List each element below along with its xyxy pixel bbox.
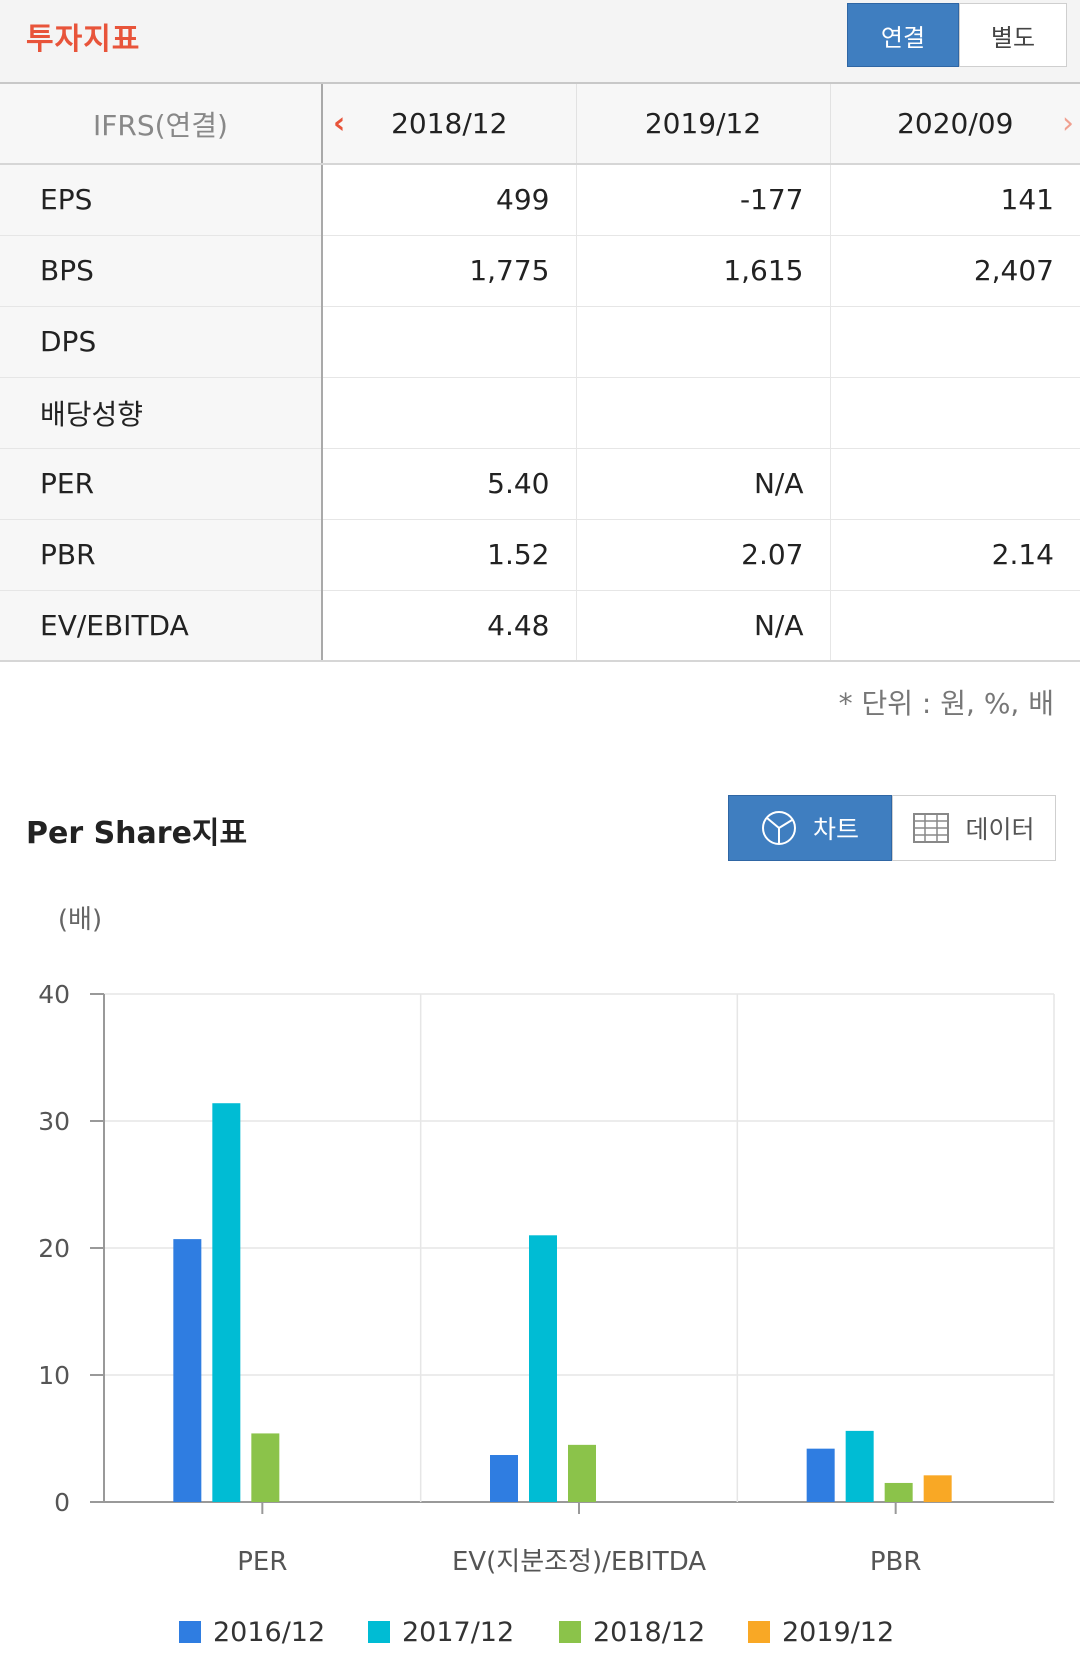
table-cell <box>321 306 576 378</box>
legend-label: 2016/12 <box>213 1616 326 1648</box>
bar-2016-12-0 <box>173 1239 202 1502</box>
legend-item[interactable]: 2018/12 <box>559 1612 705 1652</box>
period-header: ‹ 2018/12 <box>321 84 576 165</box>
table-cell: 1,615 <box>575 235 830 307</box>
bar-2018-12-2 <box>884 1482 913 1502</box>
table-row: 배당성향 <box>0 377 1080 449</box>
table-cell <box>829 448 1080 520</box>
row-label: PBR <box>0 519 323 591</box>
bar-2019-12-2 <box>923 1475 952 1502</box>
legend-label: 2017/12 <box>402 1616 515 1648</box>
table-cell <box>575 306 830 378</box>
chevron-right-icon[interactable]: › <box>1062 106 1074 141</box>
y-tick-label: 30 <box>38 1107 70 1136</box>
period-label: 2020/09 <box>897 107 1014 140</box>
row-label: DPS <box>0 306 323 378</box>
bar-2017-12-2 <box>845 1430 874 1502</box>
per-share-bar-chart: (배) 0 10 20 30 40 PER EV(지분조정)/EBITDA PBR <box>38 905 1055 1577</box>
header-bar: 투자지표 연결 별도 <box>0 0 1080 84</box>
bar-2018-12-1 <box>568 1444 596 1502</box>
consolidated-toggle-button[interactable]: 연결 <box>847 3 959 67</box>
legend-label: 2019/12 <box>782 1616 895 1648</box>
table-row: BPS 1,775 1,615 2,407 <box>0 235 1080 307</box>
x-tick-label: PER <box>237 1547 287 1577</box>
unit-note: * 단위 : 원, %, 배 <box>838 687 1054 720</box>
table-cell: N/A <box>575 590 830 662</box>
table-cell: 499 <box>321 164 576 236</box>
table-cell-negative: -177 <box>575 164 830 236</box>
bar-2016-12-2 <box>806 1448 835 1502</box>
legend-item[interactable]: 2017/12 <box>368 1612 514 1652</box>
investment-metrics-table: IFRS(연결) ‹ 2018/12 2019/12 2020/09 › EPS… <box>0 84 1080 662</box>
separate-toggle-button[interactable]: 별도 <box>959 3 1067 67</box>
table-cell: 4.48 <box>321 590 576 662</box>
row-label: EPS <box>0 164 323 236</box>
period-header: 2020/09 › <box>829 84 1080 165</box>
x-tick-label: PBR <box>870 1547 922 1577</box>
table-cell: 141 <box>829 164 1080 236</box>
row-label: 배당성향 <box>0 377 323 449</box>
bar-2018-12-0 <box>251 1433 280 1502</box>
x-tick-label: EV(지분조정)/EBITDA <box>452 1547 706 1577</box>
legend-swatch <box>179 1621 201 1643</box>
table-cell: 1.52 <box>321 519 576 591</box>
chart-view-button[interactable]: 차트 <box>728 795 892 861</box>
page-title: 투자지표 <box>26 22 141 57</box>
data-button-label: 데이터 <box>965 815 1035 844</box>
table-cell: 5.40 <box>321 448 576 520</box>
table-row: DPS <box>0 306 1080 378</box>
y-tick-label: 20 <box>38 1234 70 1263</box>
table-cell <box>321 377 576 449</box>
table-corner-label: IFRS(연결) <box>0 84 323 165</box>
grid-table-icon <box>913 813 950 843</box>
table-row: EPS 499 -177 141 <box>0 164 1080 236</box>
y-tick-label: 40 <box>38 980 70 1009</box>
period-label: 2019/12 <box>644 107 762 140</box>
bar-2017-12-1 <box>529 1235 557 1502</box>
legend-label: 2018/12 <box>593 1616 706 1648</box>
row-label: EV/EBITDA <box>0 590 323 662</box>
data-view-button[interactable]: 데이터 <box>892 795 1056 861</box>
chart-button-label: 차트 <box>812 815 859 844</box>
table-cell: 2,407 <box>829 235 1080 307</box>
legend-item[interactable]: 2019/12 <box>748 1612 894 1652</box>
period-label: 2018/12 <box>391 107 508 140</box>
table-cell: 1,775 <box>321 235 576 307</box>
row-label: PER <box>0 448 323 520</box>
y-tick-label: 10 <box>38 1361 70 1390</box>
table-cell <box>829 306 1080 378</box>
pie-chart-icon <box>761 811 796 845</box>
table-cell: 2.14 <box>829 519 1080 591</box>
y-tick-label: 0 <box>54 1488 70 1517</box>
table-cell <box>829 590 1080 662</box>
table-cell: N/A <box>575 448 830 520</box>
bar-2016-12-1 <box>490 1455 518 1502</box>
table-cell: 2.07 <box>575 519 830 591</box>
table-header-row: IFRS(연결) ‹ 2018/12 2019/12 2020/09 › <box>0 84 1080 165</box>
row-label: BPS <box>0 235 323 307</box>
y-unit-label: (배) <box>58 905 102 935</box>
legend-swatch <box>559 1621 581 1643</box>
table-cell <box>575 377 830 449</box>
bar-2017-12-0 <box>212 1103 241 1502</box>
table-cell <box>829 377 1080 449</box>
legend-swatch <box>748 1621 770 1643</box>
table-row: PER 5.40 N/A <box>0 448 1080 520</box>
section-title: Per Share지표 <box>26 816 248 851</box>
table-row: EV/EBITDA 4.48 N/A <box>0 590 1080 662</box>
chevron-left-icon[interactable]: ‹ <box>333 106 346 141</box>
legend-swatch <box>368 1621 390 1643</box>
table-row: PBR 1.52 2.07 2.14 <box>0 519 1080 591</box>
period-header: 2019/12 <box>575 84 830 165</box>
legend-item[interactable]: 2016/12 <box>179 1612 325 1652</box>
